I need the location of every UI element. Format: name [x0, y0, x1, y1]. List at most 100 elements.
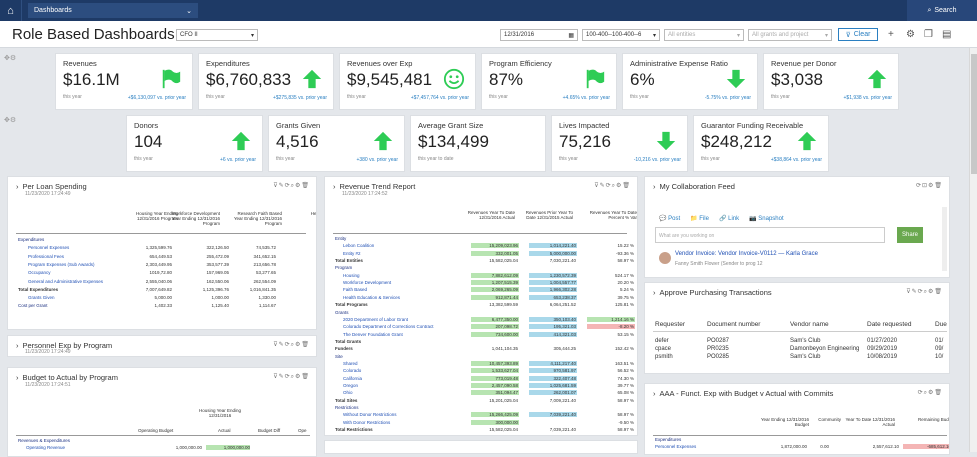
table-cell[interactable]: PO0285: [707, 354, 730, 360]
kpi-card[interactable]: Average Grant Size $134,499 this year to d…: [410, 115, 546, 172]
add-icon[interactable]: +: [888, 29, 894, 40]
row-move-icon[interactable]: ✥⚙: [4, 117, 17, 124]
kpi-comparison: +4.65% vs. prior year: [562, 95, 610, 101]
personnel-exp-panel: › Personnel Exp by Program 11/23/2020 17:…: [7, 335, 317, 357]
kpi-card[interactable]: Grants Given 4,516 this year +380 vs. prior…: [268, 115, 405, 172]
cell-value: 7,009,221.40: [549, 397, 576, 403]
feed-scrollbar[interactable]: [942, 207, 947, 271]
file-label: File: [699, 216, 709, 222]
dashboard-select[interactable]: Dashboards ⌄: [28, 3, 198, 18]
role-select[interactable]: CFO II ▾: [176, 29, 258, 41]
cell-value: 58.97 %: [617, 397, 634, 403]
row-label: Health Education & Services: [343, 294, 401, 300]
table-cell[interactable]: psmith: [655, 354, 673, 360]
row-label: Occupancy: [28, 270, 51, 276]
panel-toolbar-icons[interactable]: ⟳⊡⚙🗑: [915, 183, 943, 189]
kpi-card[interactable]: Expenditures $6,760,833 this year +$275,835…: [198, 53, 334, 110]
table-cell[interactable]: 10/08/2019: [867, 354, 898, 360]
column-header: Health E: [310, 211, 317, 216]
table-cell[interactable]: PO0287: [707, 338, 730, 344]
row-move-icon[interactable]: ✥⚙: [4, 55, 17, 62]
kpi-card[interactable]: Revenues over Exp $9,545,481 this year +$7,…: [339, 53, 476, 110]
gear-icon[interactable]: ⚙: [906, 29, 915, 40]
table-cell[interactable]: Sam's Club: [790, 338, 821, 344]
account-range-select[interactable]: 100-400--100-400--6 ▾: [582, 29, 660, 41]
panel-toolbar-icons[interactable]: ⊽✎⟳⌕⚙🗑: [906, 289, 943, 295]
file-tab[interactable]: 📁 File: [690, 216, 709, 222]
entity-filter[interactable]: All entities ▾: [664, 29, 744, 41]
kpi-period: this year: [63, 94, 82, 100]
panel-toolbar-icons[interactable]: ⊽✎⟳⌕⚙🗑: [594, 183, 631, 189]
date-input[interactable]: 12/31/2016 ▦: [500, 29, 578, 41]
snapshot-tab[interactable]: 📷 Snapshot: [749, 216, 784, 222]
table-cell[interactable]: Sam's Club: [790, 354, 821, 360]
kpi-label: Revenues over Exp: [347, 59, 413, 68]
down-arrow-icon: [726, 69, 746, 89]
grant-filter[interactable]: All grants and project ▾: [748, 29, 832, 41]
kpi-card[interactable]: Revenues $16.1M this year +$6,130,097 vs. p…: [55, 53, 193, 110]
cell-value: 305,444.25: [553, 346, 576, 352]
collapse-chevron-icon[interactable]: ›: [653, 389, 656, 398]
header-rule: [16, 233, 306, 234]
table-cell[interactable]: cpace: [655, 346, 672, 352]
kpi-card[interactable]: Lives Impacted 75,216 this year -10,216 vs.…: [551, 115, 688, 172]
up-arrow-icon: [867, 69, 887, 89]
post-input[interactable]: What are you working on: [655, 227, 885, 243]
home-icon[interactable]: ⌂: [0, 0, 22, 21]
table-cell[interactable]: PR0235: [707, 346, 729, 352]
calendar-icon: ▦: [568, 32, 574, 39]
page-scrollbar[interactable]: [969, 48, 977, 452]
column-header: Revenues Prior Year To Date 12/31/2015 A…: [525, 210, 573, 220]
expand-chevron-icon[interactable]: ›: [16, 341, 19, 350]
kpi-label: Revenue per Donor: [771, 59, 837, 68]
table-cell[interactable]: 10/: [935, 354, 944, 360]
row-label: Faith Based: [343, 287, 368, 293]
collapse-chevron-icon[interactable]: ›: [16, 182, 19, 191]
panel-toolbar-icons[interactable]: ⊽✎⟳⌕⚙🗑: [273, 183, 310, 189]
column-header: Ope: [298, 428, 307, 433]
kpi-period: this year: [489, 94, 508, 100]
collapse-chevron-icon[interactable]: ›: [653, 182, 656, 191]
cell-value: 7,882,612.09: [471, 272, 519, 278]
column-header[interactable]: Document number: [707, 321, 761, 328]
cell-value: 74.30 %: [617, 375, 634, 381]
table-cell[interactable]: 01/: [935, 338, 944, 344]
row-label: Total Restrictions: [335, 427, 373, 433]
table-cell[interactable]: defer: [655, 338, 669, 344]
panel-toolbar-icons[interactable]: ⟳⌕⚙🗑: [917, 390, 943, 396]
kpi-card[interactable]: Revenue per Donor $3,038 this year +$1,938 …: [763, 53, 899, 110]
clear-filters-button[interactable]: ⊽ Clear: [838, 28, 878, 41]
column-header[interactable]: Date requested: [867, 321, 912, 328]
column-header[interactable]: Due: [935, 321, 947, 328]
row-label: Program Expenses (Sub Awards): [28, 261, 95, 267]
copy-icon[interactable]: ❐: [924, 29, 933, 40]
kpi-card[interactable]: Donors 104 this year +6 vs. prior year: [126, 115, 263, 172]
post-tab[interactable]: 💬 Post: [659, 216, 681, 222]
feed-item-title[interactable]: Vendor Invoice: Vendor Invoice-V0112 — K…: [675, 251, 818, 257]
table-cell[interactable]: 09/: [935, 346, 944, 352]
print-icon[interactable]: ▤: [942, 29, 952, 40]
cell-value: 912,871.44: [471, 294, 519, 300]
collapse-chevron-icon[interactable]: ›: [16, 373, 19, 382]
kpi-card[interactable]: Guarantor Funding Receivable $248,212 this…: [693, 115, 829, 172]
table-cell[interactable]: Damonbeyon Engineering: [790, 346, 860, 352]
kpi-card[interactable]: Administrative Expense Ratio 6% this year -…: [622, 53, 758, 110]
share-button[interactable]: Share: [897, 227, 923, 243]
panel-toolbar-icons[interactable]: ⊽✎⟳⌕⚙🗑: [273, 374, 310, 380]
link-tab[interactable]: 🔗 Link: [718, 216, 740, 222]
table-cell[interactable]: 09/29/2019: [867, 346, 898, 352]
funct-exp-panel: › AAA - Funct. Exp with Budget v Actual w…: [644, 383, 950, 455]
kpi-card[interactable]: Program Efficiency 87% this year +4.65% vs.…: [481, 53, 617, 110]
collapse-chevron-icon[interactable]: ›: [653, 288, 656, 297]
kpi-comparison: -10,216 vs. prior year: [633, 157, 681, 163]
column-header[interactable]: Requester: [655, 321, 685, 328]
collapse-chevron-icon[interactable]: ›: [333, 182, 336, 191]
row-label: Colorado: [343, 368, 362, 374]
cell-value: 6,064,251.52: [549, 302, 576, 308]
search-button[interactable]: ⌕ Search: [907, 0, 977, 21]
panel-toolbar-icons[interactable]: ⊽✎⟳⌕⚙🗑: [273, 342, 310, 348]
scrollbar-thumb[interactable]: [971, 54, 977, 174]
kpi-label: Revenues: [63, 59, 97, 68]
column-header[interactable]: Vendor name: [790, 321, 829, 328]
table-cell[interactable]: 01/27/2020: [867, 338, 898, 344]
